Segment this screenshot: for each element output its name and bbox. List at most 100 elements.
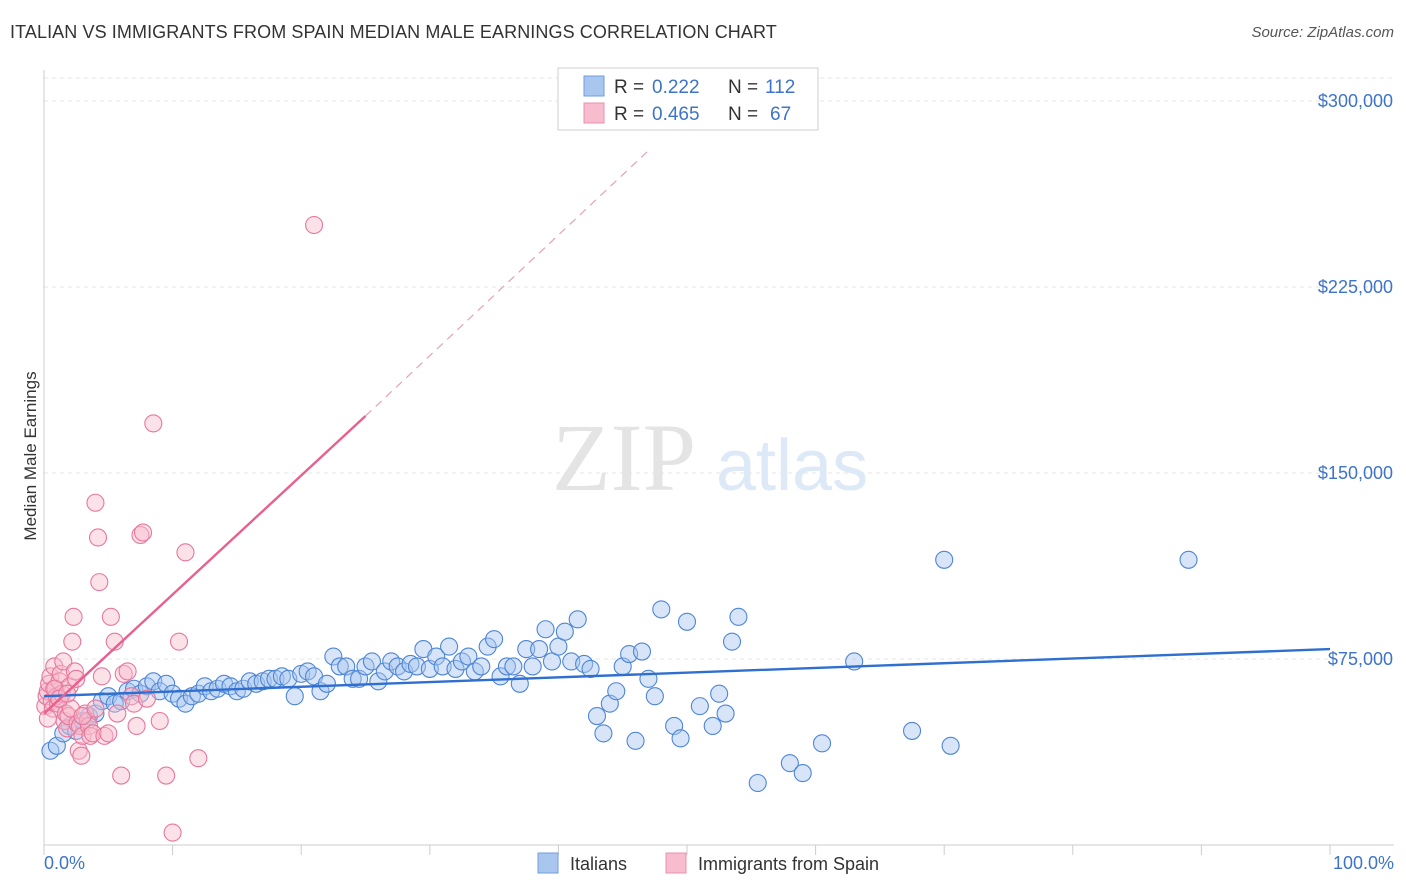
spain-point: [137, 689, 156, 708]
spain-point: [90, 573, 109, 592]
spain-point: [88, 528, 108, 547]
italians-point: [446, 659, 465, 678]
italians-point: [536, 620, 555, 639]
italians-point: [542, 652, 562, 671]
italians-point: [652, 600, 671, 619]
spain-point: [176, 543, 195, 562]
italians-point: [671, 729, 690, 748]
italians-point: [703, 716, 722, 736]
italians-point: [677, 612, 697, 631]
italians-point: [176, 694, 195, 713]
italians-point: [530, 640, 549, 659]
italians-point: [793, 764, 812, 783]
italians-point: [369, 672, 388, 691]
spain-point: [65, 662, 84, 681]
spain-point: [54, 652, 73, 671]
watermark: ZIP atlas: [552, 404, 868, 511]
italians-point: [626, 731, 645, 750]
italians-point: [587, 706, 607, 726]
legend: R = 0.222 N = 112 R = 0.465 N = 67: [557, 67, 819, 131]
italians-point: [478, 637, 497, 656]
watermark-atlas: atlas: [716, 426, 868, 506]
italians-point: [459, 647, 478, 666]
spain-point: [112, 766, 131, 785]
legend-r-value-0: 0.222: [652, 77, 700, 98]
spain-point: [63, 632, 82, 651]
x-tick-min: 0.0%: [44, 853, 85, 873]
italians-point: [716, 704, 735, 723]
italians-point: [902, 721, 922, 740]
spain-point: [38, 709, 57, 728]
y-tick-label: $225,000: [1318, 277, 1393, 297]
italians-point: [594, 724, 613, 743]
legend-r-label-0: R =: [614, 77, 644, 98]
spain-point: [127, 716, 146, 736]
legend-n-value-0: 112: [765, 77, 795, 98]
chart-title: ITALIAN VS IMMIGRANTS FROM SPAIN MEDIAN …: [10, 22, 777, 42]
italians-point: [812, 734, 832, 753]
y-tick-labels: $75,000 $150,000 $225,000 $300,000: [1318, 91, 1393, 669]
spain-point: [131, 525, 150, 545]
spain-point: [108, 704, 127, 723]
axes: [43, 70, 1394, 855]
source-label: Source: ZipAtlas.com: [1251, 24, 1394, 41]
italians-point: [632, 642, 652, 661]
italians-point: [729, 607, 748, 626]
spain-point: [133, 523, 153, 542]
italians-trend-line: [43, 647, 1331, 698]
spain-point: [83, 724, 102, 743]
spain-trend-line: [43, 415, 367, 715]
bottom-legend-swatch-spain: [665, 852, 687, 874]
bottom-legend-label-spain: Immigrants from Spain: [698, 854, 879, 874]
spain-point: [163, 823, 182, 842]
bottom-legend: Italians Immigrants from Spain: [537, 852, 879, 874]
italians-point: [440, 637, 459, 656]
spain-point: [118, 662, 137, 681]
italians-point: [722, 632, 742, 651]
spain-point: [67, 669, 86, 688]
italians-point: [517, 640, 536, 659]
spain-point: [169, 632, 189, 651]
legend-n-label-0: N =: [728, 77, 758, 98]
spain-point: [305, 215, 324, 235]
trend-lines: [43, 150, 1331, 715]
italians-point: [645, 687, 664, 706]
italians-point: [555, 622, 574, 641]
italians-point: [362, 652, 381, 671]
italians-point: [485, 630, 504, 649]
spain-point: [72, 746, 91, 765]
y-tick-label: $300,000: [1318, 91, 1393, 111]
italians-point: [497, 657, 517, 676]
y-tick-label: $150,000: [1318, 463, 1393, 483]
watermark-zip: ZIP: [552, 404, 696, 511]
italians-point: [1179, 550, 1198, 569]
italians-point: [710, 684, 729, 703]
grid: [44, 77, 1394, 660]
italians-point: [607, 682, 626, 701]
spain-point: [99, 724, 118, 743]
italians-point: [523, 657, 542, 676]
bottom-legend-label-italians: Italians: [570, 854, 627, 874]
italians-point: [504, 657, 523, 676]
legend-r-label-1: R =: [614, 104, 644, 125]
spain-point: [157, 766, 176, 785]
italians-point: [935, 550, 954, 569]
legend-swatch-italians: [583, 75, 605, 97]
legend-r-value-1: 0.465: [652, 104, 700, 125]
spain-point: [101, 607, 120, 626]
spain-point: [81, 726, 100, 745]
y-axis-label: Median Male Earnings: [21, 371, 40, 540]
italians-point: [748, 773, 767, 793]
y-tick-label: $75,000: [1328, 649, 1393, 669]
italians-point: [285, 687, 304, 706]
italians-point: [317, 674, 336, 693]
spain-point: [69, 741, 88, 760]
legend-swatch-spain: [583, 102, 605, 124]
spain-point: [189, 749, 208, 768]
italians-point: [941, 736, 960, 755]
italians-point: [324, 647, 343, 666]
italians-point: [427, 647, 446, 666]
italians-point: [690, 697, 709, 716]
spain-point: [86, 699, 105, 718]
